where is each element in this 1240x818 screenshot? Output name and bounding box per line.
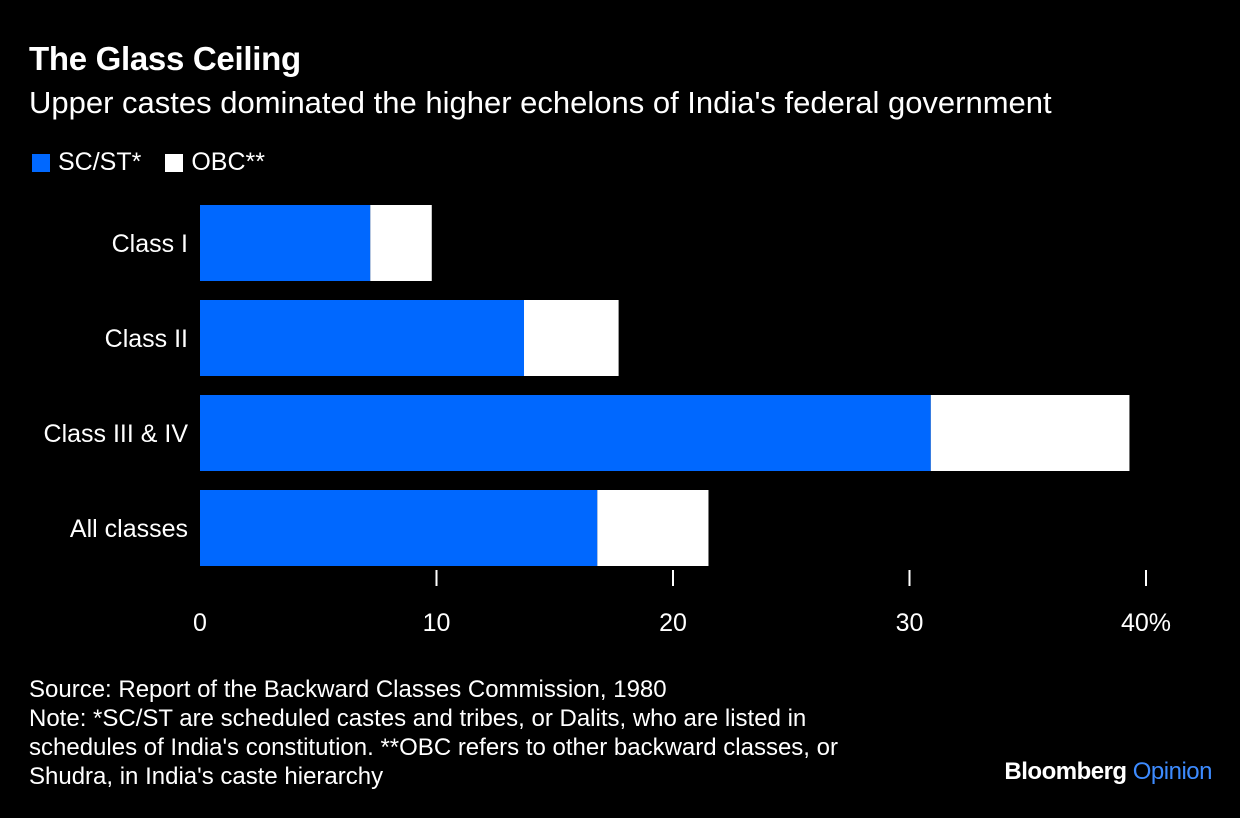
brand-logo: Bloomberg Opinion: [1004, 758, 1212, 786]
x-tick-label-40: 40%: [1121, 609, 1171, 637]
legend-label-sc-st: SC/ST*: [58, 148, 142, 176]
x-tick-label-30: 30: [896, 609, 924, 637]
legend-item-obc: OBC**: [165, 148, 265, 177]
bar-class-iii-iv-obc: [930, 395, 1130, 471]
x-tick-label-20: 20: [659, 609, 687, 637]
bar-chart: Class I Class II Class III & IV All classes…: [44, 205, 1171, 637]
chart-title: The Glass Ceiling: [29, 40, 301, 77]
note-line-3: Shudra, in India's caste hierarchy: [29, 763, 384, 790]
bar-class-ii-sc-st: [200, 300, 525, 376]
bar-class-iii-iv-sc-st: [200, 395, 931, 471]
legend-swatch-obc: [165, 153, 184, 172]
bar-all-classes-sc-st: [200, 490, 598, 566]
note-line-1: Note: *SC/ST are scheduled castes and tr…: [29, 705, 807, 732]
note-line-2: schedules of India's constitution. **OBC…: [29, 734, 838, 761]
category-label-class-ii: Class II: [105, 325, 188, 353]
legend-item-sc-st: SC/ST*: [32, 148, 141, 177]
category-label-class-iii-iv: Class III & IV: [44, 420, 189, 448]
bar-all-classes-obc: [597, 490, 709, 566]
category-label-all-classes: All classes: [70, 515, 188, 543]
chart-subtitle: Upper castes dominated the higher echelo…: [29, 85, 1052, 120]
legend-swatch-sc-st: [32, 153, 50, 172]
x-tick-label-0: 0: [193, 609, 207, 637]
chart-legend: SC/ST* OBC**: [32, 148, 289, 177]
category-label-class-i: Class I: [112, 230, 188, 258]
bar-class-i-obc: [370, 205, 432, 281]
chart-footer: Source: Report of the Backward Classes C…: [29, 675, 838, 791]
brand-section: Opinion: [1132, 758, 1213, 785]
source-note: Source: Report of the Backward Classes C…: [29, 676, 667, 703]
bar-class-ii-obc: [524, 300, 619, 376]
brand-name: Bloomberg: [1004, 758, 1127, 785]
x-tick-label-10: 10: [423, 609, 451, 637]
legend-label-obc: OBC**: [191, 148, 265, 176]
bar-class-i-sc-st: [200, 205, 371, 281]
